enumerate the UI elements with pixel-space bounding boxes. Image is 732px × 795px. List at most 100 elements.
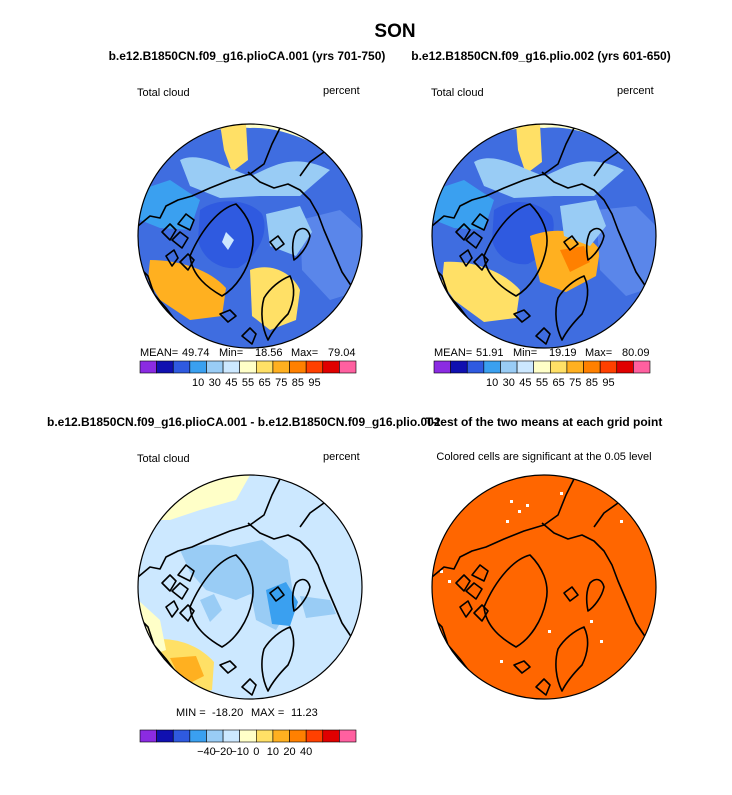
panel-2-min: 19.19 — [549, 347, 577, 359]
colorbar-swatch — [616, 360, 634, 374]
colorbar-tick-label: 10 — [486, 377, 498, 389]
panel-2-mean-label: MEAN= — [434, 347, 472, 359]
colorbar-swatch — [433, 360, 451, 374]
colorbar-tick-label: 40 — [300, 746, 312, 758]
colorbar-swatch — [500, 360, 518, 374]
colorbar-tick-label: 30 — [503, 377, 515, 389]
colorbar-tick-label: 45 — [225, 377, 237, 389]
panel-1-title: b.e12.B1850CN.f09_g16.plioCA.001 (yrs 70… — [109, 49, 386, 63]
panel-1: b.e12.B1850CN.f09_g16.plioCA.001 (yrs 70… — [109, 49, 386, 389]
colorbar-swatch — [239, 729, 257, 743]
panel-3-units: percent — [323, 451, 360, 463]
panel-1-mean-label: MEAN= — [140, 347, 178, 359]
colorbar-swatch — [189, 360, 207, 374]
colorbar-swatch — [466, 360, 485, 374]
panel-1-max: 79.04 — [328, 347, 356, 359]
panel-2-stats: MEAN= 51.91 Min= 19.19 Max= 80.09 — [434, 347, 650, 359]
colorbar-tick-label: −20 — [214, 746, 233, 758]
panel-2-units: percent — [617, 85, 654, 97]
panel-2-colorbar: 10 30 45 55 65 75 85 95 — [433, 360, 651, 389]
panel-2-title: b.e12.B1850CN.f09_g16.plio.002 (yrs 601-… — [411, 49, 670, 63]
colorbar-tick-label: 20 — [283, 746, 295, 758]
panel-3-map — [138, 475, 362, 699]
panel-4: T-test of the two means at each grid poi… — [426, 415, 663, 700]
panel-2-max-label: Max= — [585, 347, 612, 359]
colorbar-swatch — [339, 360, 357, 374]
colorbar-swatch — [222, 729, 240, 743]
colorbar-swatch — [256, 360, 274, 374]
colorbar-swatch — [483, 360, 501, 374]
colorbar-swatch — [599, 360, 618, 374]
colorbar-swatch — [566, 360, 584, 374]
panel-3: b.e12.B1850CN.f09_g16.plioCA.001 - b.e12… — [47, 415, 441, 758]
colorbar-swatch — [272, 360, 290, 374]
panel-1-units: percent — [323, 85, 360, 97]
colorbar-swatch — [139, 729, 157, 743]
panel-2: b.e12.B1850CN.f09_g16.plio.002 (yrs 601-… — [411, 49, 670, 389]
panel-1-min: 18.56 — [255, 347, 283, 359]
colorbar-tick-label: 85 — [586, 377, 598, 389]
colorbar-swatch — [172, 360, 191, 374]
colorbar-tick-label: 95 — [602, 377, 614, 389]
colorbar-tick-label: 65 — [258, 377, 270, 389]
colorbar-swatch — [239, 360, 257, 374]
colorbar-swatch — [256, 729, 274, 743]
colorbar-swatch — [633, 360, 651, 374]
colorbar-swatch — [322, 360, 340, 374]
panel-1-mean: 49.74 — [182, 347, 210, 359]
colorbar-swatch — [322, 729, 340, 743]
colorbar-swatch — [272, 729, 290, 743]
panel-4-map — [432, 475, 656, 699]
figure-title: SON — [374, 21, 415, 42]
panel-2-map — [432, 124, 656, 348]
panel-4-subtitle: Colored cells are significant at the 0.0… — [436, 451, 651, 463]
panel-1-max-label: Max= — [291, 347, 318, 359]
panel-1-colorbar: 10 30 45 55 65 75 85 95 — [139, 360, 357, 389]
colorbar-swatch — [289, 729, 307, 743]
panel-3-max: 11.23 — [291, 707, 318, 719]
panel-1-map — [138, 124, 362, 348]
colorbar-swatch — [305, 729, 324, 743]
colorbar-tick-label: −40 — [197, 746, 216, 758]
colorbar-tick-label: −10 — [230, 746, 249, 758]
colorbar-tick-label: 30 — [209, 377, 221, 389]
panel-2-min-label: Min= — [513, 347, 537, 359]
colorbar-swatch — [172, 729, 191, 743]
panel-3-min-label: MIN = — [176, 707, 206, 719]
colorbar-tick-label: 10 — [192, 377, 204, 389]
panel-2-max: 80.09 — [622, 347, 650, 359]
colorbar-tick-label: 75 — [275, 377, 287, 389]
colorbar-swatch — [189, 729, 207, 743]
colorbar-swatch — [339, 729, 357, 743]
colorbar-swatch — [206, 360, 224, 374]
colorbar-tick-label: 55 — [242, 377, 254, 389]
colorbar-swatch — [550, 360, 568, 374]
colorbar-swatch — [583, 360, 601, 374]
colorbar-swatch — [206, 729, 224, 743]
panel-3-colorbar: −40−20−10 0 10 20 40 — [139, 729, 357, 758]
colorbar-tick-label: 65 — [552, 377, 564, 389]
panel-3-variable: Total cloud — [137, 453, 190, 465]
panel-3-max-label: MAX = — [251, 707, 284, 719]
colorbar-swatch — [450, 360, 468, 374]
colorbar-swatch — [289, 360, 307, 374]
colorbar-swatch — [222, 360, 240, 374]
colorbar-tick-label: 85 — [292, 377, 304, 389]
panel-2-variable: Total cloud — [431, 87, 484, 99]
panel-3-min: -18.20 — [212, 707, 243, 719]
colorbar-swatch — [139, 360, 157, 374]
colorbar-swatch — [533, 360, 551, 374]
colorbar-tick-label: 0 — [253, 746, 259, 758]
colorbar-tick-label: 55 — [536, 377, 548, 389]
panel-2-mean: 51.91 — [476, 347, 504, 359]
panel-1-variable: Total cloud — [137, 87, 190, 99]
panel-1-min-label: Min= — [219, 347, 243, 359]
colorbar-tick-label: 75 — [569, 377, 581, 389]
panel-4-title: T-test of the two means at each grid poi… — [426, 415, 663, 429]
panel-3-title: b.e12.B1850CN.f09_g16.plioCA.001 - b.e12… — [47, 415, 441, 429]
colorbar-swatch — [156, 729, 174, 743]
panel-3-stats: MIN = -18.20 MAX = 11.23 — [176, 707, 318, 719]
colorbar-tick-label: 10 — [267, 746, 279, 758]
colorbar-tick-label: 95 — [308, 377, 320, 389]
